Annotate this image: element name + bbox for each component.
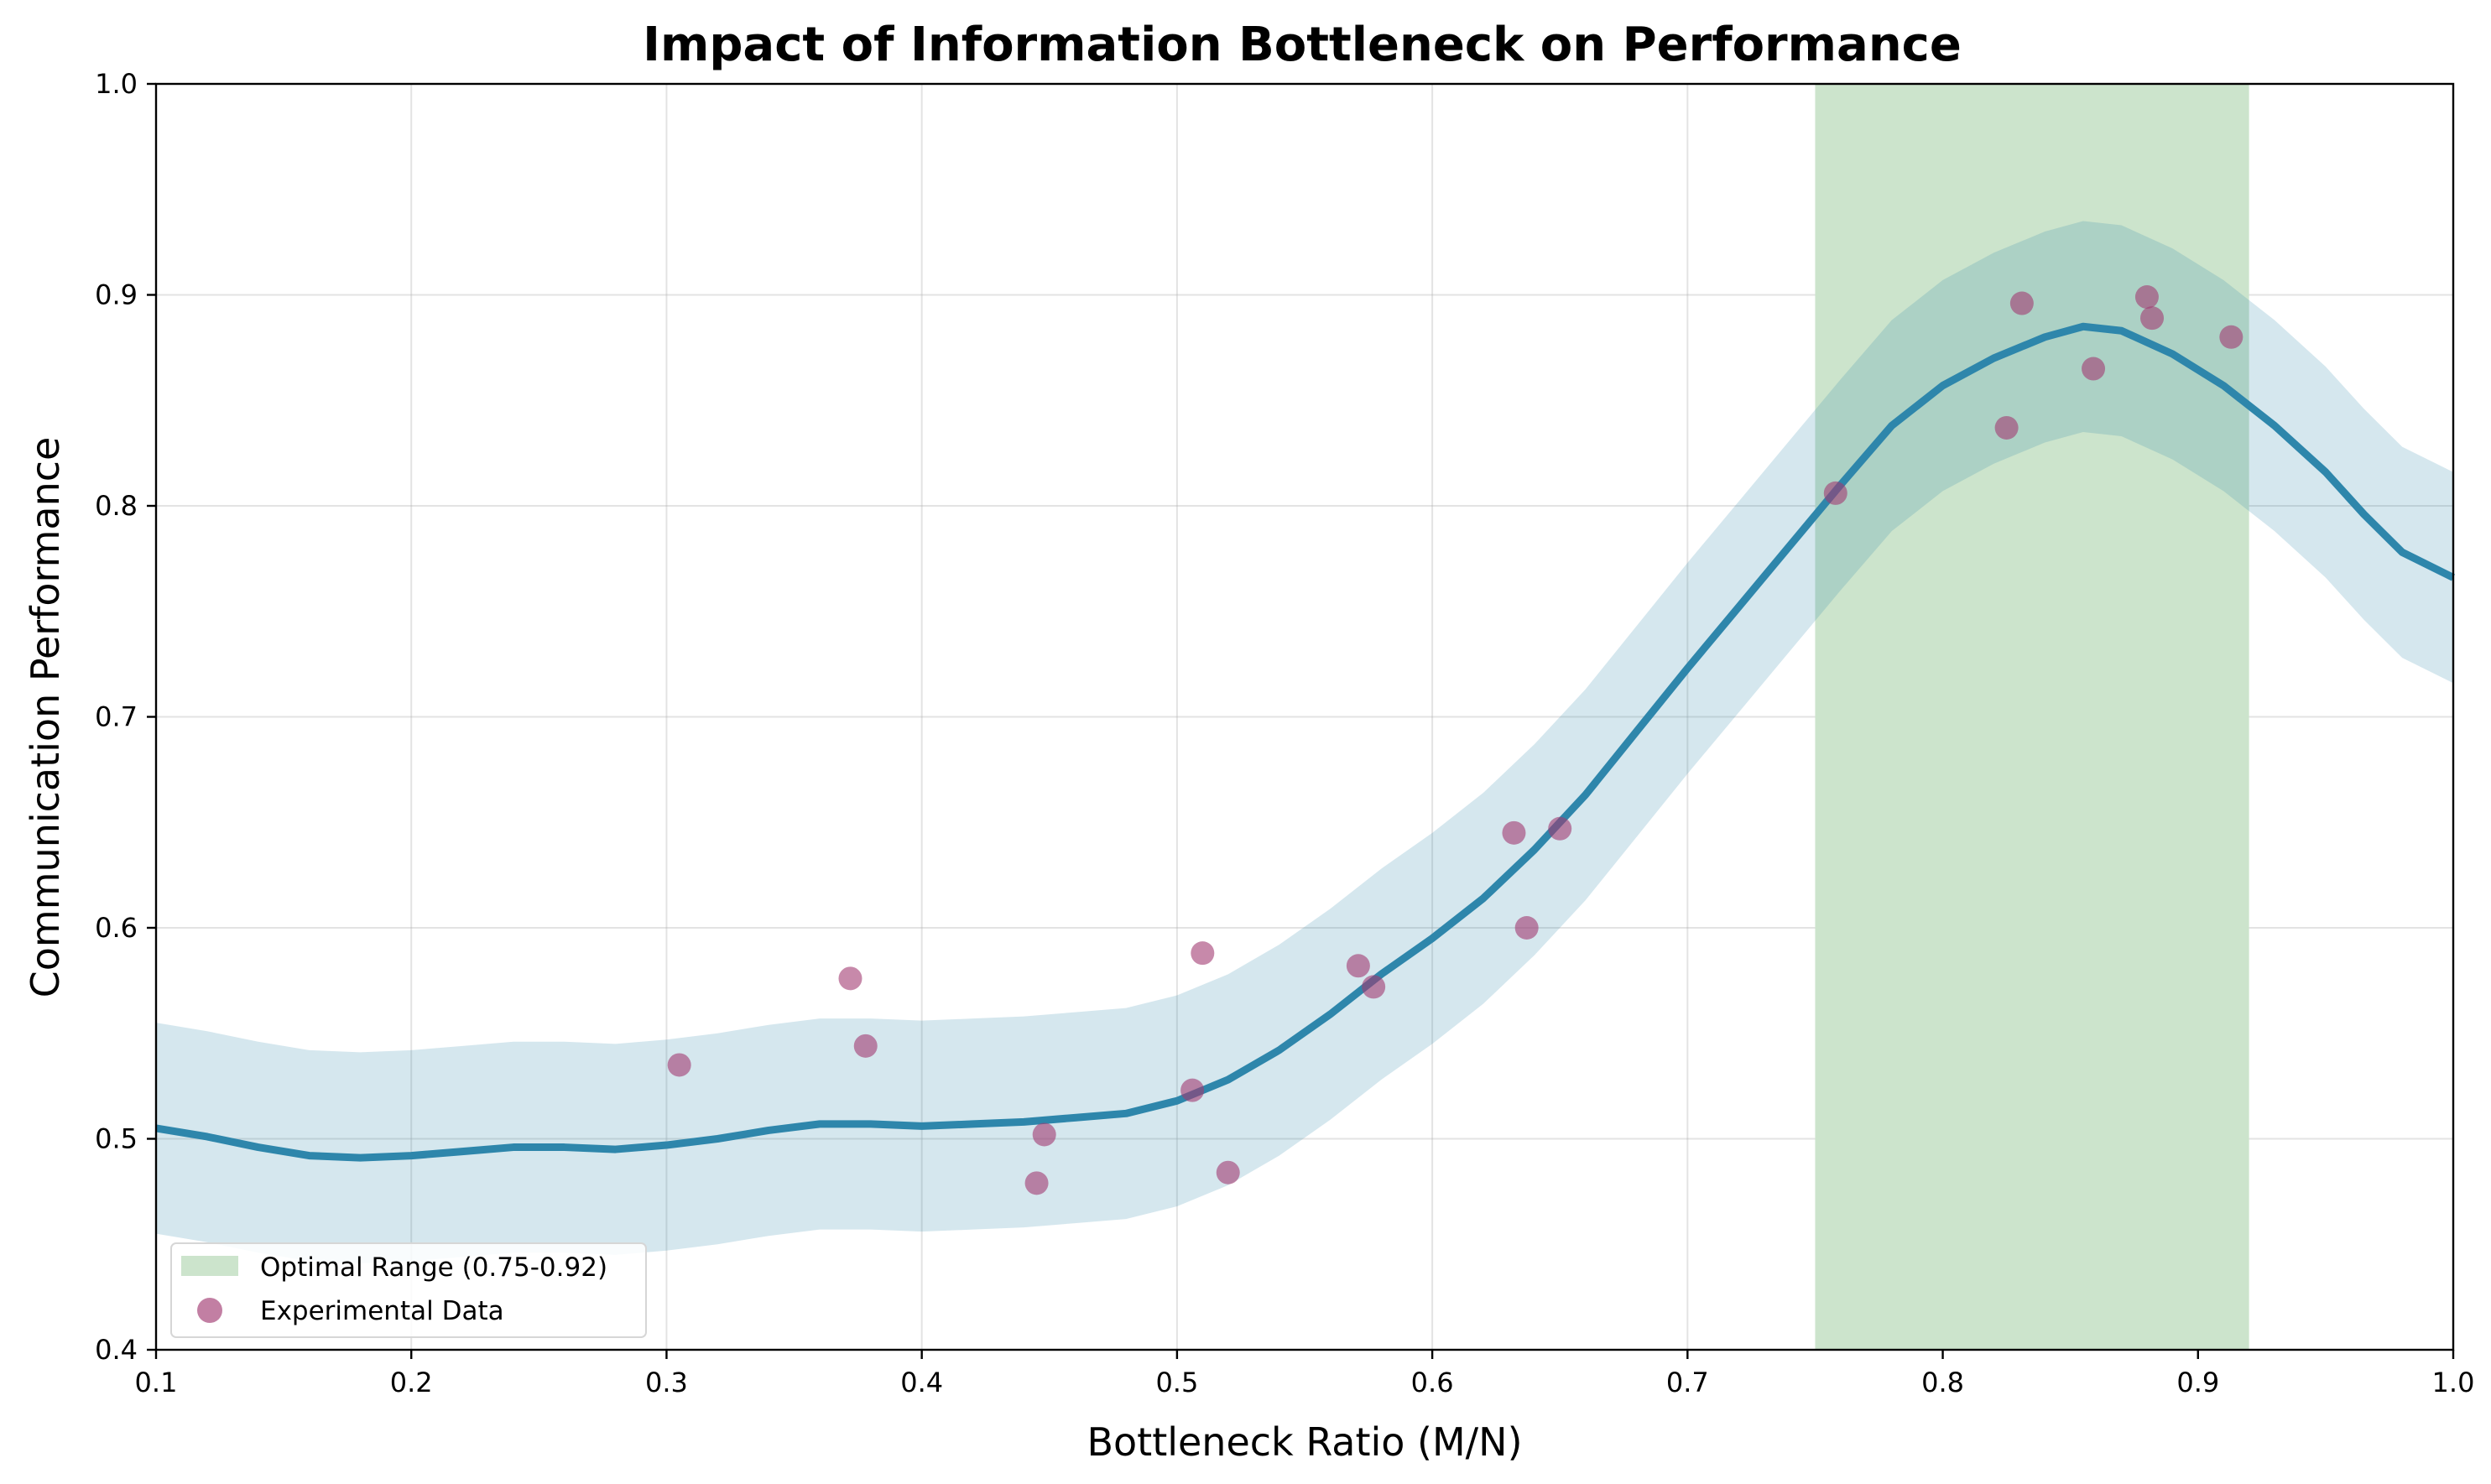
scatter-point-7 xyxy=(1216,1160,1240,1185)
scatter-point-16 xyxy=(2082,357,2106,381)
scatter-point-17 xyxy=(2134,285,2159,310)
scatter-point-12 xyxy=(1548,816,1572,841)
confidence-band xyxy=(156,221,2453,1263)
x-tick-label-7: 0.8 xyxy=(1921,1367,1964,1398)
scatter-point-19 xyxy=(2219,325,2243,349)
y-tick-label-1: 0.5 xyxy=(95,1123,138,1155)
y-axis-label: Communication Performance xyxy=(23,437,68,998)
legend: Optimal Range (0.75-0.92) Experimental D… xyxy=(170,1242,647,1338)
scatter-point-5 xyxy=(1180,1078,1205,1102)
x-tick-label-2: 0.3 xyxy=(645,1367,688,1398)
legend-box xyxy=(170,1242,647,1338)
scatter-layer xyxy=(667,285,2243,1195)
legend-optimal-range-label: Optimal Range (0.75-0.92) xyxy=(260,1252,607,1283)
optimal-range-span xyxy=(1815,84,2249,1350)
y-tick-label-3: 0.7 xyxy=(95,701,138,733)
x-axis-label: Bottleneck Ratio (M/N) xyxy=(1087,1419,1522,1465)
mean-performance-line xyxy=(155,322,2455,1162)
scatter-point-10 xyxy=(1502,820,1526,845)
x-tick-label-9: 1.0 xyxy=(2432,1367,2475,1398)
legend-experimental-data-marker xyxy=(197,1298,222,1323)
legend-experimental-data-label: Experimental Data xyxy=(260,1296,504,1326)
scatter-point-2 xyxy=(853,1034,878,1058)
y-tick-label-6: 1.0 xyxy=(95,68,138,100)
chart-title: Impact of Information Bottleneck on Perf… xyxy=(643,18,1962,72)
x-tick-label-8: 0.9 xyxy=(2176,1367,2219,1398)
scatter-point-6 xyxy=(1191,941,1215,966)
confidence-band-layer xyxy=(156,221,2453,1263)
y-tick-label-4: 0.8 xyxy=(95,490,138,522)
x-tick-label-1: 0.2 xyxy=(390,1367,433,1398)
scatter-point-8 xyxy=(1346,954,1370,978)
scatter-point-0 xyxy=(667,1053,691,1077)
y-tick-label-0: 0.4 xyxy=(95,1334,138,1366)
scatter-point-14 xyxy=(1994,415,2019,440)
scatter-point-11 xyxy=(1514,916,1539,940)
x-tick-label-0: 0.1 xyxy=(135,1367,178,1398)
x-tick-label-5: 0.6 xyxy=(1411,1367,1454,1398)
scatter-point-18 xyxy=(2140,306,2165,331)
scatter-point-1 xyxy=(838,966,862,991)
y-ticks: 0.4 0.5 0.6 0.7 0.8 0.9 1.0 xyxy=(95,68,156,1366)
y-tick-label-2: 0.6 xyxy=(95,912,138,944)
scatter-point-13 xyxy=(1823,481,1847,505)
scatter-point-9 xyxy=(1362,975,1386,999)
legend-optimal-range-swatch xyxy=(181,1256,238,1276)
scatter-point-3 xyxy=(1024,1171,1049,1195)
x-tick-label-3: 0.4 xyxy=(900,1367,943,1398)
y-tick-label-5: 0.9 xyxy=(95,279,138,311)
x-tick-label-4: 0.5 xyxy=(1155,1367,1198,1398)
optimal-range-layer xyxy=(1815,84,2249,1350)
x-tick-label-6: 0.7 xyxy=(1666,1367,1709,1398)
x-ticks: 0.1 0.2 0.3 0.4 0.5 0.6 0.7 0.8 0.9 1.0 xyxy=(135,1350,2475,1398)
scatter-point-15 xyxy=(2009,291,2034,315)
scatter-point-4 xyxy=(1032,1122,1056,1147)
mean-line-layer xyxy=(155,322,2455,1162)
